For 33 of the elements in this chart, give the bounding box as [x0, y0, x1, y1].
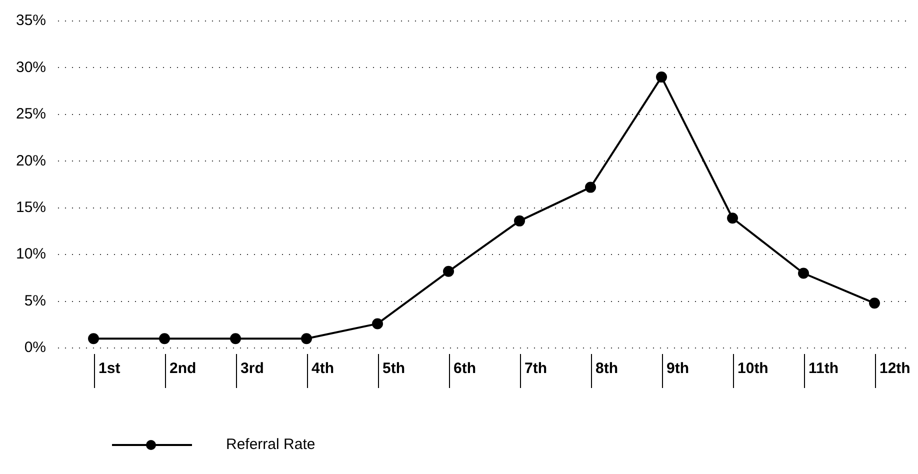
point — [159, 333, 170, 344]
point — [585, 182, 596, 193]
point — [656, 72, 668, 83]
point — [88, 333, 100, 344]
y-tick-label: 25% — [16, 106, 46, 123]
x-tick-label: 5th — [382, 360, 406, 378]
y-tick-label: 5% — [24, 292, 46, 310]
x-tick-label: 1st — [98, 360, 120, 378]
y-tick-label: 30% — [16, 58, 46, 76]
point — [727, 212, 738, 224]
point — [869, 298, 880, 309]
x-tick-label: 6th — [454, 360, 476, 378]
x-tick-label: 10th — [738, 360, 768, 378]
point — [443, 266, 454, 277]
x-tick-label: 12th — [880, 360, 910, 378]
y-tick-label: 35% — [16, 12, 46, 30]
point — [301, 333, 312, 344]
point — [514, 215, 526, 226]
x-tick-label: 2nd — [170, 360, 196, 378]
x-tick-label: 3rd — [240, 360, 264, 378]
y-tick-label: 15% — [16, 199, 46, 216]
x-tick-label: 8th — [596, 360, 618, 378]
y-tick-label: 0% — [24, 339, 46, 356]
y-tick-label: 10% — [16, 246, 46, 263]
x-tick-label: 9th — [666, 360, 690, 378]
y-tick-label: 20% — [16, 152, 46, 170]
x-tick-label: 11th — [808, 360, 839, 378]
text: Referral Rate — [226, 436, 316, 453]
point — [372, 318, 384, 330]
point — [798, 268, 810, 279]
x-tick-label: 4th — [312, 360, 334, 378]
point — [230, 333, 242, 344]
x-tick-label: 7th — [524, 360, 548, 378]
